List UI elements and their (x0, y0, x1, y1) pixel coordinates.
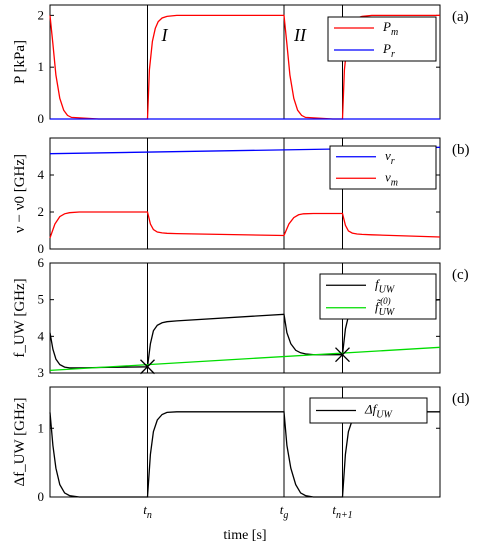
panel-b: 0 2 4 ν − ν0 [GHz] (b) νr νm (12, 137, 470, 256)
panel-d: 0 1 Δf_UW [GHz] (d) ΔfUW tn tg tn+1 time [s] (12, 386, 470, 543)
y-tick-label: 0 (38, 489, 45, 504)
legend-entry-label: νm (385, 169, 398, 188)
y-tick-label: 6 (38, 255, 45, 270)
legend-frame (319, 273, 437, 320)
axes-frame (49, 137, 441, 250)
legend: Pm Pr (327, 16, 437, 62)
y-tick-label: 2 (38, 204, 45, 219)
series-line-m (49, 211, 441, 239)
series-line-UW (49, 411, 440, 498)
x-tick-label: tn+1 (332, 502, 352, 521)
region-label: II (293, 25, 307, 45)
intersection-marker (140, 359, 155, 375)
legend-frame (327, 16, 437, 62)
y-axis-label: f_UW [GHz] (12, 278, 28, 357)
y-tick-label: 2 (38, 7, 45, 22)
legend-frame (329, 145, 437, 190)
y-tick-label: 0 (38, 241, 45, 256)
panel-label: (d) (452, 391, 470, 407)
legend: νr νm (329, 145, 437, 190)
y-tick-label: 4 (38, 328, 45, 343)
legend-entry-label: ΔfUW (364, 402, 393, 421)
legend-entry-label: νr (385, 148, 395, 167)
intersection-marker (335, 347, 350, 363)
y-axis-label: P [kPa] (12, 40, 28, 84)
legend-entry-label: f̃UW(0) (375, 296, 396, 318)
x-tick-label: tn (143, 502, 152, 521)
panel-label: (a) (452, 9, 469, 25)
x-tick-label: tg (280, 502, 289, 521)
legend: ΔfUW (309, 397, 428, 424)
region-label: I (161, 25, 169, 45)
y-tick-label: 1 (38, 59, 45, 74)
y-tick-label: 4 (38, 167, 45, 182)
panel-label: (b) (452, 142, 470, 158)
x-axis-label: time [s] (223, 528, 266, 543)
y-tick-label: 1 (38, 420, 45, 435)
y-tick-label: 5 (38, 292, 45, 307)
axes-frame (49, 386, 441, 498)
legend-entry-label: fUW (375, 276, 396, 295)
axes-frame (49, 262, 441, 374)
legend-entry-label: Pm (382, 19, 398, 38)
panel-label: (c) (452, 267, 469, 283)
y-tick-label: 0 (38, 111, 45, 126)
series-line-UW (49, 346, 441, 372)
y-axis-label: Δf_UW [GHz] (12, 398, 28, 487)
legend-entry-label: Pr (382, 41, 395, 60)
y-tick-label: 3 (38, 365, 45, 380)
y-axis-label: ν − ν0 [GHz] (12, 154, 28, 233)
